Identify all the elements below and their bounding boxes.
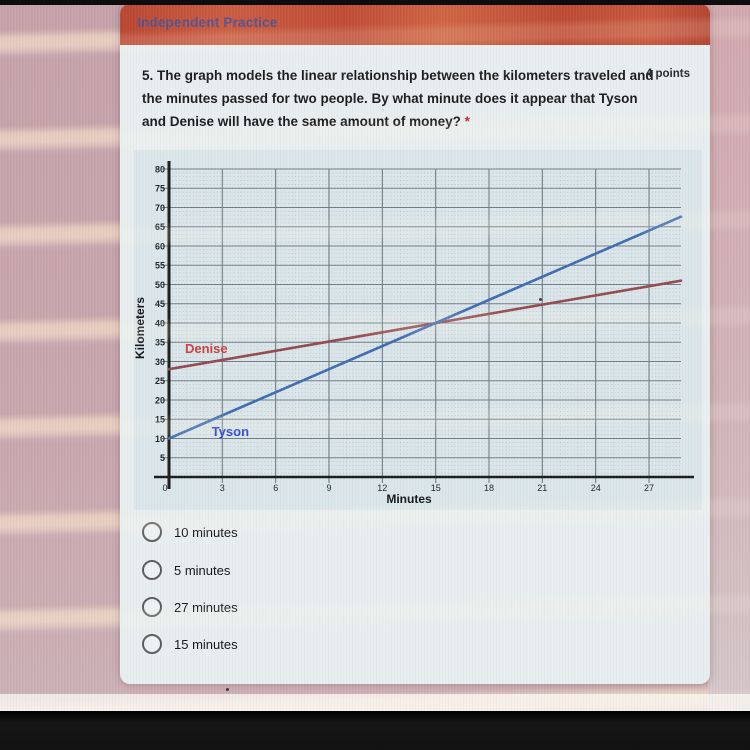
svg-text:24: 24 — [591, 483, 601, 493]
radio-button[interactable] — [142, 560, 162, 580]
svg-text:70: 70 — [155, 203, 165, 213]
svg-text:Kilometers: Kilometers — [134, 297, 147, 359]
svg-text:30: 30 — [155, 357, 165, 367]
option-label[interactable]: 10 minutes — [174, 524, 238, 540]
svg-text:15: 15 — [431, 483, 441, 493]
svg-text:12: 12 — [377, 483, 387, 493]
screen-glare-band — [0, 694, 750, 712]
option-label[interactable]: 27 minutes — [174, 599, 238, 615]
form-question-card: Independent Practice 5. The graph models… — [120, 4, 710, 684]
chart-svg: DeniseTyson80757065605550454035302520151… — [134, 161, 694, 506]
option-row-15-minutes[interactable]: 15 minutes — [120, 631, 440, 657]
dust-speck — [539, 298, 542, 301]
option-row-10-minutes[interactable]: 10 minutes — [120, 519, 440, 545]
radio-button[interactable] — [142, 597, 162, 617]
question-text: 5. The graph models the linear relations… — [142, 64, 654, 133]
dust-speck — [226, 688, 229, 691]
svg-text:9: 9 — [326, 483, 331, 493]
section-header-bar: Independent Practice — [120, 4, 710, 45]
svg-text:6: 6 — [273, 483, 278, 493]
svg-text:20: 20 — [155, 395, 165, 405]
radio-button[interactable] — [142, 634, 162, 654]
svg-text:50: 50 — [155, 280, 165, 290]
photo-right-margin — [708, 0, 750, 750]
svg-text:15: 15 — [155, 415, 165, 425]
svg-text:Tyson: Tyson — [212, 424, 249, 439]
screen-bezel-bottom — [0, 711, 750, 750]
option-label[interactable]: 5 minutes — [174, 562, 231, 578]
option-label[interactable]: 15 minutes — [174, 636, 238, 652]
svg-text:55: 55 — [155, 261, 165, 271]
svg-text:5: 5 — [160, 453, 165, 463]
svg-text:75: 75 — [155, 184, 165, 194]
svg-text:40: 40 — [155, 318, 165, 328]
svg-text:60: 60 — [155, 241, 165, 251]
option-row-27-minutes[interactable]: 27 minutes — [120, 594, 440, 620]
svg-text:Denise: Denise — [185, 341, 228, 356]
svg-text:21: 21 — [537, 483, 547, 493]
svg-text:27: 27 — [644, 483, 654, 493]
svg-text:25: 25 — [155, 376, 165, 386]
svg-text:3: 3 — [220, 483, 225, 493]
question-text-body: 5. The graph models the linear relations… — [142, 68, 654, 129]
svg-text:Minutes: Minutes — [386, 492, 432, 506]
screen-bezel-top — [0, 0, 750, 5]
svg-text:65: 65 — [155, 222, 165, 232]
svg-text:80: 80 — [155, 164, 165, 174]
required-asterisk: * — [464, 114, 470, 129]
svg-text:18: 18 — [484, 483, 494, 493]
svg-text:45: 45 — [155, 299, 165, 309]
svg-text:10: 10 — [155, 434, 165, 444]
svg-text:35: 35 — [155, 338, 165, 348]
radio-button[interactable] — [142, 522, 162, 542]
chart-image: Denise Tyson 80 75 70 65 60 55 50 45 40 35 30 25 20 15 1… — [134, 150, 702, 510]
option-row-5-minutes[interactable]: 5 minutes — [120, 557, 440, 583]
svg-text:0: 0 — [162, 483, 167, 493]
points-label: 4 points — [645, 68, 690, 80]
section-title: Independent Practice — [137, 15, 278, 30]
